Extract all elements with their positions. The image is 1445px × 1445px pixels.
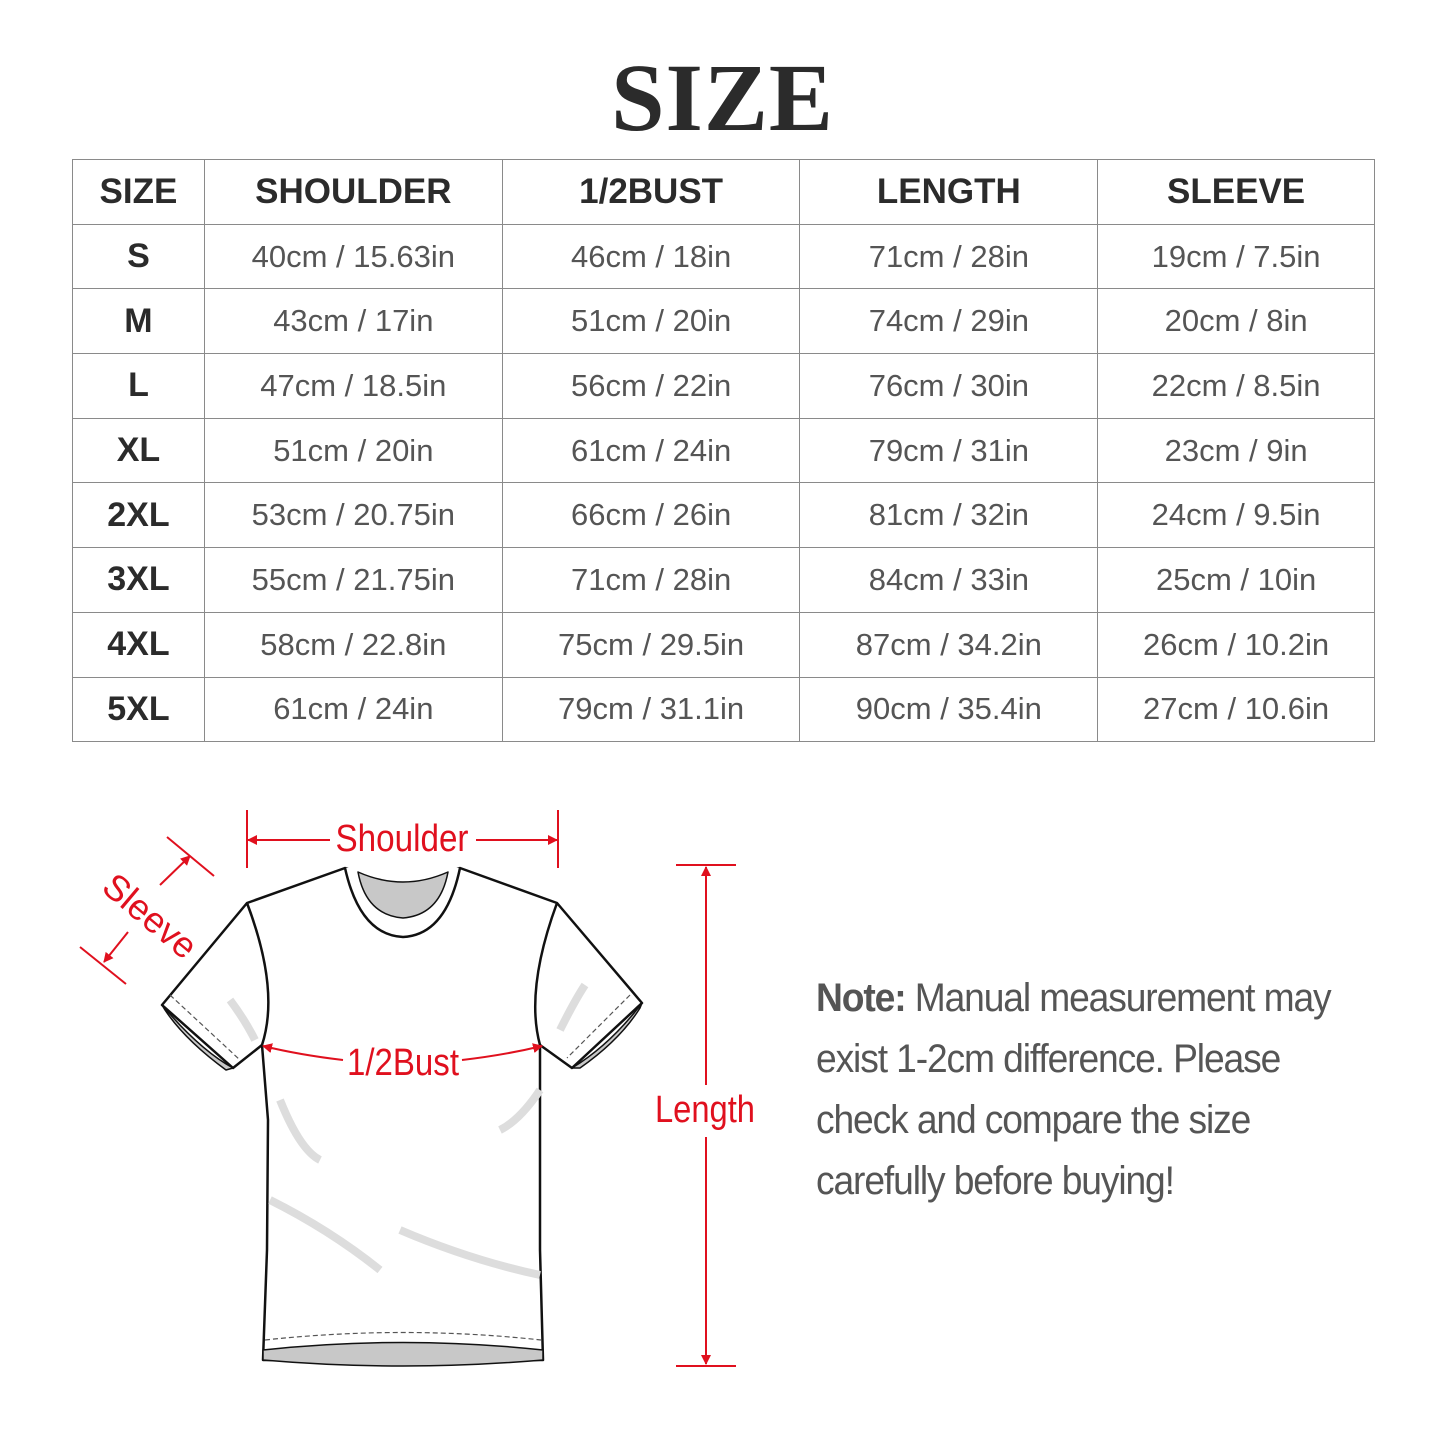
- measurement-cell: 19cm / 7.5in: [1097, 223, 1375, 290]
- measurement-cell: 55cm / 21.75in: [203, 547, 503, 613]
- table-row: S 40cm / 15.63in 46cm / 18in 71cm / 28in 19c…: [72, 223, 1375, 290]
- size-cell: 4XL: [72, 611, 205, 678]
- measurement-cell: 79cm / 31.1in: [501, 676, 801, 743]
- size-cell: 2XL: [72, 482, 205, 549]
- note-text: Note: Manual measurement may exist 1-2cm…: [816, 968, 1355, 1212]
- table-row: 2XL 53cm / 20.75in 66cm / 26in 81cm / 32in 2…: [72, 482, 1375, 549]
- measurement-cell: 56cm / 22in: [501, 353, 801, 419]
- measurement-cell: 43cm / 17in: [203, 288, 503, 355]
- measurement-cell: 51cm / 20in: [501, 288, 801, 355]
- measurement-cell: 61cm / 24in: [501, 417, 801, 484]
- measurement-cell: 71cm / 28in: [501, 547, 801, 613]
- measurement-cell: 53cm / 20.75in: [203, 482, 503, 549]
- measurement-cell: 66cm / 26in: [501, 482, 801, 549]
- table-row: XL 51cm / 20in 61cm / 24in 79cm / 31in 23cm …: [72, 417, 1375, 484]
- measurement-cell: 71cm / 28in: [799, 223, 1099, 290]
- bust-measure: [262, 1043, 543, 1061]
- note-label: Note:: [816, 976, 907, 1020]
- measurement-cell: 51cm / 20in: [203, 417, 503, 484]
- shoulder-label: Shoulder: [336, 818, 469, 860]
- table-row: 3XL 55cm / 21.75in 71cm / 28in 84cm / 33in 2…: [72, 547, 1375, 613]
- measurement-cell: 24cm / 9.5in: [1097, 482, 1375, 549]
- size-table: SIZE SHOULDER 1/2BUST LENGTH SLEEVE S 40cm / …: [72, 159, 1375, 743]
- measurement-cell: 22cm / 8.5in: [1097, 353, 1375, 419]
- measurement-cell: 40cm / 15.63in: [203, 223, 503, 290]
- size-cell: M: [72, 288, 205, 355]
- table-row: L 47cm / 18.5in 56cm / 22in 76cm / 30in 22cm…: [72, 353, 1375, 419]
- measurement-cell: 84cm / 33in: [799, 547, 1099, 613]
- table-row: 5XL 61cm / 24in 79cm / 31.1in 90cm / 35.4in…: [72, 676, 1375, 743]
- measurement-cell: 27cm / 10.6in: [1097, 676, 1375, 743]
- measurement-cell: 20cm / 8in: [1097, 288, 1375, 355]
- measurement-cell: 23cm / 9in: [1097, 417, 1375, 484]
- size-cell: L: [72, 353, 205, 419]
- measurement-cell: 26cm / 10.2in: [1097, 611, 1375, 678]
- measurement-cell: 58cm / 22.8in: [203, 611, 503, 678]
- shoulder-measure: [246, 810, 559, 868]
- measurement-cell: 81cm / 32in: [799, 482, 1099, 549]
- length-measure: [676, 864, 736, 1367]
- sleeve-measure: [79, 836, 215, 985]
- size-cell: S: [72, 223, 205, 290]
- column-header: LENGTH: [799, 159, 1099, 225]
- tshirt-illustration: [160, 866, 644, 1367]
- measurement-cell: 47cm / 18.5in: [203, 353, 503, 419]
- measurement-cell: 79cm / 31in: [799, 417, 1099, 484]
- size-cell: XL: [72, 417, 205, 484]
- note-body: Manual measurement may exist 1-2cm diffe…: [816, 976, 1332, 1203]
- table-row: M 43cm / 17in 51cm / 20in 74cm / 29in 20cm /…: [72, 288, 1375, 355]
- measurement-cell: 46cm / 18in: [501, 223, 801, 290]
- measurement-cell: 90cm / 35.4in: [799, 676, 1099, 743]
- measurement-cell: 61cm / 24in: [203, 676, 503, 743]
- bust-label: 1/2Bust: [347, 1042, 459, 1084]
- measurement-cell: 74cm / 29in: [799, 288, 1099, 355]
- column-header: 1/2BUST: [501, 159, 801, 225]
- table-header-row: SIZE SHOULDER 1/2BUST LENGTH SLEEVE: [72, 159, 1375, 225]
- measurement-cell: 76cm / 30in: [799, 353, 1099, 419]
- page-title: SIZE: [611, 44, 834, 151]
- size-cell: 5XL: [72, 676, 205, 743]
- column-header: SLEEVE: [1097, 159, 1375, 225]
- size-cell: 3XL: [72, 547, 205, 613]
- measurement-cell: 75cm / 29.5in: [501, 611, 801, 678]
- measurement-cell: 25cm / 10in: [1097, 547, 1375, 613]
- length-label: Length: [655, 1089, 755, 1131]
- column-header: SIZE: [72, 159, 205, 225]
